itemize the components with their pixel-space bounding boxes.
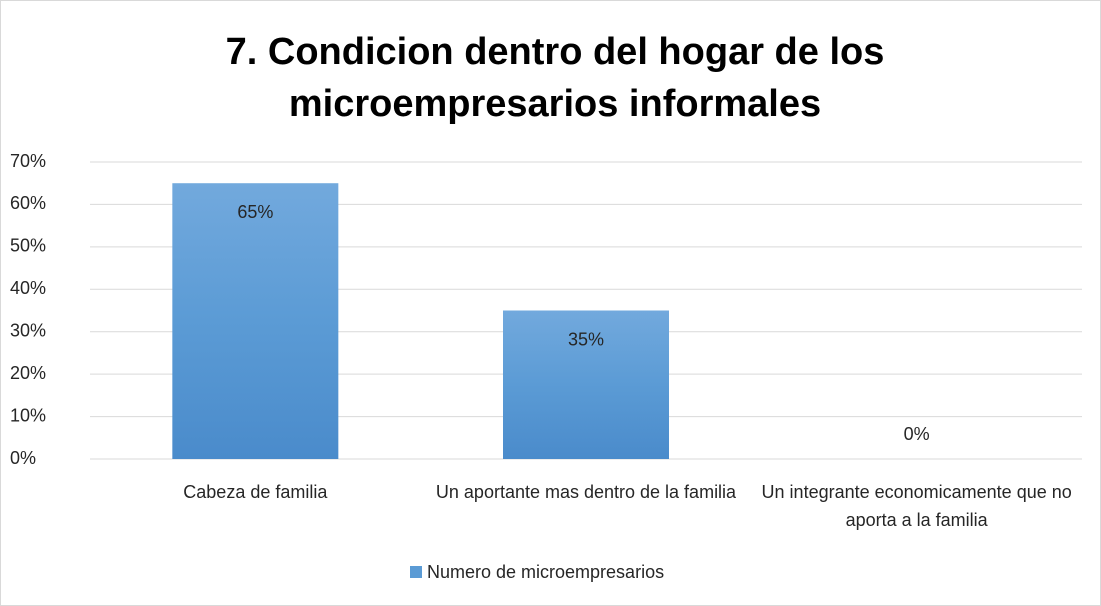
x-tick-label: Un aportante mas dentro de la familia (435, 482, 737, 502)
x-tick-label: Cabeza de familia (183, 482, 328, 502)
y-tick-label: 20% (10, 363, 46, 383)
x-tick-label: Un integrante economicamente que no apor… (761, 482, 1072, 530)
legend-swatch (410, 566, 422, 578)
bar (503, 310, 669, 459)
y-tick-label: 40% (10, 278, 46, 298)
y-tick-label: 60% (10, 193, 46, 213)
legend-label: Numero de microempresarios (427, 562, 664, 582)
data-label: 35% (568, 329, 604, 349)
chart-title: 7. Condicion dentro del hogar de los mic… (225, 31, 885, 125)
y-tick-label: 0% (10, 448, 36, 468)
y-tick-label: 70% (10, 151, 46, 171)
data-label: 65% (237, 202, 273, 222)
bar (172, 183, 339, 459)
y-tick-label: 10% (10, 405, 46, 425)
y-tick-label: 30% (10, 320, 46, 340)
y-tick-label: 50% (10, 236, 46, 256)
data-label: 0% (904, 424, 930, 444)
